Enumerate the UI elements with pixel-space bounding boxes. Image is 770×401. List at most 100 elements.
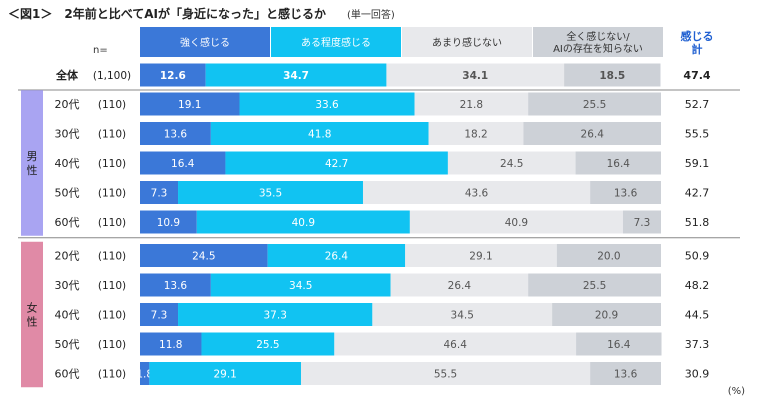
data-label-g2-r1-seg-2: 26.4 bbox=[325, 251, 349, 263]
unit-label: (%) bbox=[728, 386, 745, 397]
total-value-g2-r1: 50.9 bbox=[685, 250, 710, 263]
data-label-g1-r5-seg-3: 40.9 bbox=[505, 217, 528, 229]
data-label-g1-r5-seg-4: 7.3 bbox=[634, 217, 651, 229]
bar-g1-r2-seg-3 bbox=[428, 122, 524, 145]
data-label-g1-r2-seg-4: 26.4 bbox=[581, 129, 605, 141]
total-value-g1-r3: 59.1 bbox=[685, 157, 710, 170]
group-band-2 bbox=[21, 241, 43, 388]
bar-g1-r4-seg-4 bbox=[590, 181, 661, 204]
data-label-g1-r3-seg-1: 16.4 bbox=[171, 158, 195, 170]
bar-g2-r3-seg-3 bbox=[372, 303, 553, 326]
legend-swatch-4 bbox=[533, 27, 663, 57]
row-n-g1-r4: (110) bbox=[98, 188, 126, 200]
data-label-g1-r4-seg-3: 43.6 bbox=[465, 188, 489, 200]
data-label-g1-r4-seg-1: 7.3 bbox=[151, 188, 168, 200]
row-n-g2-r5: (110) bbox=[98, 369, 126, 381]
total-value-g1-r4: 42.7 bbox=[685, 187, 710, 200]
data-label-g2-r5-seg-1: 1.8 bbox=[136, 369, 153, 381]
bar-g1-r1-seg-3 bbox=[414, 92, 529, 116]
group-label-1: 男性 bbox=[27, 150, 38, 177]
row-label-g2-r1: 20代 bbox=[55, 250, 80, 263]
data-label-g1-r2-seg-3: 18.2 bbox=[464, 129, 487, 141]
bar-g1-r5-seg-3 bbox=[409, 210, 623, 234]
row-label-g2-r3: 40代 bbox=[55, 309, 80, 322]
row-label-g1-r3: 40代 bbox=[55, 157, 80, 170]
bar-g1-r5-seg-4 bbox=[622, 210, 661, 234]
bar-g2-r2-seg-2 bbox=[210, 273, 391, 297]
bar-g2-r3-seg-4 bbox=[552, 303, 661, 326]
bar-g2-r5-seg-3 bbox=[300, 362, 591, 385]
bar-g2-r4-seg-2 bbox=[201, 332, 335, 356]
row-label-g1-r2: 30代 bbox=[55, 128, 80, 141]
bar-g2-r1-seg-1 bbox=[140, 244, 268, 267]
row-n-g2-r4: (110) bbox=[98, 339, 126, 351]
n-label: n= bbox=[93, 45, 108, 56]
data-label-g2-r1-seg-1: 24.5 bbox=[192, 251, 215, 263]
row-label-g1-r4: 50代 bbox=[55, 187, 80, 200]
row-label-g2-r4: 50代 bbox=[55, 338, 80, 351]
bar-g2-r1-seg-2 bbox=[267, 244, 406, 267]
bar-total-seg-2 bbox=[205, 63, 387, 87]
bar-g1-r4-seg-1 bbox=[140, 181, 179, 204]
data-label-g2-r2-seg-4: 25.5 bbox=[583, 280, 606, 292]
bar-g2-r3-seg-1 bbox=[140, 303, 179, 326]
bar-g2-r1-seg-3 bbox=[405, 244, 557, 267]
group-label-2: 女性 bbox=[27, 301, 38, 329]
row-n-g2-r2: (110) bbox=[98, 280, 126, 292]
bar-g1-r5-seg-1 bbox=[140, 210, 197, 234]
data-label-g2-r5-seg-2: 29.1 bbox=[213, 369, 236, 381]
bar-g1-r3-seg-1 bbox=[140, 151, 226, 175]
total-value-g2-r3: 44.5 bbox=[685, 309, 710, 322]
total-value-total: 47.4 bbox=[683, 69, 710, 82]
data-label-g1-r2-seg-2: 41.8 bbox=[308, 129, 331, 141]
bar-g2-r4-seg-3 bbox=[334, 332, 577, 356]
data-label-g1-r4-seg-4: 13.6 bbox=[614, 188, 638, 200]
chart-subtitle: (単一回答) bbox=[347, 8, 395, 21]
row-label-total: 全体 bbox=[55, 68, 79, 82]
bar-g2-r5-seg-4 bbox=[590, 362, 661, 385]
data-label-total-seg-3: 34.1 bbox=[462, 70, 488, 82]
total-value-g1-r2: 55.5 bbox=[685, 128, 710, 141]
bar-g1-r5-seg-2 bbox=[196, 210, 410, 234]
data-label-g2-r5-seg-4: 13.6 bbox=[614, 369, 638, 381]
total-value-g2-r5: 30.9 bbox=[685, 368, 710, 381]
data-label-g1-r3-seg-2: 42.7 bbox=[325, 158, 348, 170]
data-label-g2-r1-seg-3: 29.1 bbox=[469, 251, 492, 263]
legend-swatch-1 bbox=[140, 27, 270, 57]
data-label-total-seg-4: 18.5 bbox=[599, 70, 625, 82]
legend-label-4: 全く感じない/AIの存在を知らない bbox=[553, 30, 643, 55]
data-label-g1-r1-seg-1: 19.1 bbox=[178, 99, 201, 111]
bar-g2-r2-seg-4 bbox=[528, 273, 661, 297]
legend-label-3: あまり感じない bbox=[432, 36, 502, 49]
row-n-g1-r1: (110) bbox=[98, 99, 126, 111]
row-label-g2-r5: 60代 bbox=[55, 368, 80, 381]
data-label-g2-r4-seg-3: 46.4 bbox=[444, 339, 468, 351]
total-value-g1-r5: 51.8 bbox=[685, 216, 710, 229]
data-label-g1-r3-seg-3: 24.5 bbox=[500, 158, 523, 170]
data-label-g2-r3-seg-2: 37.3 bbox=[264, 310, 287, 322]
bar-g2-r4-seg-1 bbox=[140, 332, 202, 356]
bar-g2-r1-seg-4 bbox=[556, 244, 661, 267]
bar-g2-r2-seg-3 bbox=[390, 273, 529, 297]
data-label-g2-r3-seg-3: 34.5 bbox=[451, 310, 474, 322]
bar-g1-r1-seg-1 bbox=[140, 92, 240, 116]
data-label-g2-r3-seg-1: 7.3 bbox=[151, 310, 168, 322]
data-label-g2-r4-seg-4: 16.4 bbox=[607, 339, 631, 351]
data-label-g1-r1-seg-4: 25.5 bbox=[583, 99, 606, 111]
data-label-g1-r1-seg-3: 21.8 bbox=[460, 99, 483, 111]
bar-g1-r2-seg-2 bbox=[210, 122, 429, 145]
bar-g2-r5-seg-2 bbox=[149, 362, 301, 385]
data-label-g2-r2-seg-2: 34.5 bbox=[289, 280, 312, 292]
data-label-g1-r4-seg-2: 35.5 bbox=[259, 188, 282, 200]
row-n-g2-r1: (110) bbox=[98, 251, 126, 263]
total-column-header: 感じる計 bbox=[681, 29, 714, 56]
row-label-g1-r5: 60代 bbox=[55, 216, 80, 229]
row-label-g1-r1: 20代 bbox=[55, 98, 80, 111]
bar-g1-r3-seg-3 bbox=[447, 151, 576, 175]
row-label-g2-r2: 30代 bbox=[55, 279, 80, 292]
bar-g1-r4-seg-3 bbox=[362, 181, 591, 204]
data-label-total-seg-2: 34.7 bbox=[283, 70, 309, 82]
bar-g1-r2-seg-4 bbox=[523, 122, 661, 145]
data-label-g2-r2-seg-3: 26.4 bbox=[448, 280, 472, 292]
